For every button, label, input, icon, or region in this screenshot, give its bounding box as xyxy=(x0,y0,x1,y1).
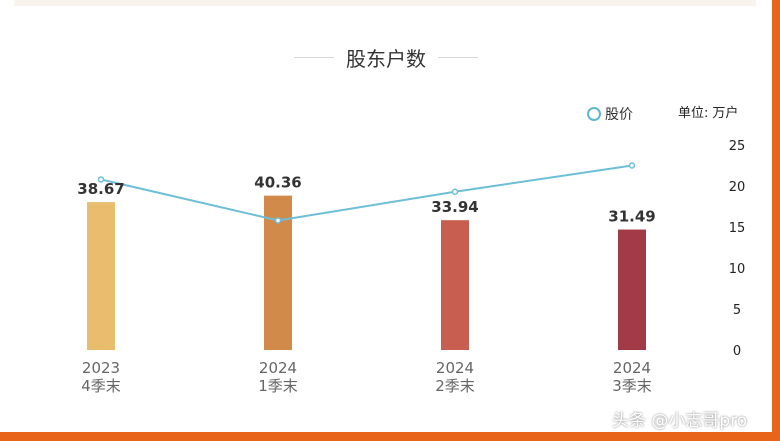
category-quarter-label: 4季末 xyxy=(81,377,121,395)
category-year-label: 2024 xyxy=(613,359,651,377)
category-year-label: 2023 xyxy=(82,359,120,377)
top-strip xyxy=(14,0,756,6)
legend-label-stock-price: 股价 xyxy=(605,107,633,123)
right-axis-tick-label: 15 xyxy=(729,221,746,236)
right-axis-tick-label: 10 xyxy=(729,262,746,277)
category-quarter-label: 2季末 xyxy=(435,377,475,395)
title-left-rule xyxy=(294,56,334,58)
line-point xyxy=(274,217,282,224)
bar xyxy=(618,229,646,350)
category-quarter-label: 3季末 xyxy=(612,377,652,395)
title-right-rule xyxy=(438,56,478,58)
bar-value-label: 31.49 xyxy=(608,208,655,226)
category-year-label: 2024 xyxy=(259,359,297,377)
right-axis-tick-label: 0 xyxy=(733,344,741,359)
unit-prefix: 单位: xyxy=(678,106,709,121)
legend[interactable]: 股价 xyxy=(587,104,633,124)
bar-value-label: 40.36 xyxy=(254,174,301,192)
bar-value-label: 38.67 xyxy=(77,180,124,198)
stock-price-line xyxy=(100,164,633,222)
line-point xyxy=(97,176,105,183)
legend-circle-icon xyxy=(587,107,601,121)
bar-value-label: 33.94 xyxy=(431,198,478,216)
category-quarter-label: 1季末 xyxy=(258,377,298,395)
watermark: 头条 @小志哥pro xyxy=(612,411,748,431)
right-axis-tick-label: 25 xyxy=(729,139,746,154)
right-axis-tick-label: 5 xyxy=(733,303,741,318)
unit-label: 单位: 万户 xyxy=(678,104,738,124)
chart-title: 股东户数 xyxy=(0,42,772,72)
chart-card: 股东户数 股价 单位: 万户 38.67 40.36 33.94 31.49 25 20 15… xyxy=(0,0,772,432)
bar xyxy=(441,220,469,350)
bar xyxy=(87,202,115,350)
unit-value: 万户 xyxy=(712,106,739,121)
right-axis-tick-label: 20 xyxy=(729,180,746,195)
line-point xyxy=(451,188,459,195)
line-point xyxy=(628,162,636,169)
category-year-label: 2024 xyxy=(436,359,474,377)
chart-title-text: 股东户数 xyxy=(346,46,426,71)
